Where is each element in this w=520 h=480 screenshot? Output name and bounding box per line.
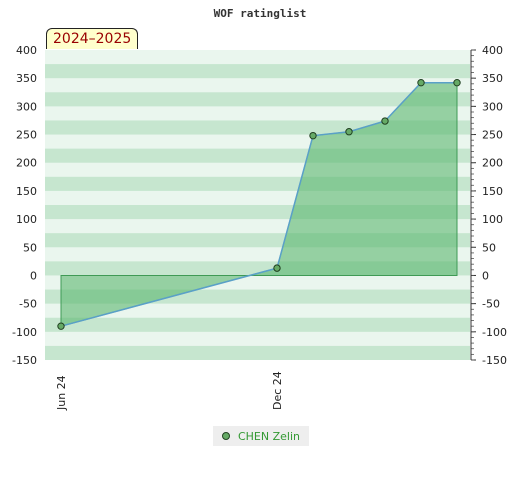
y-tick-label-left: -100: [12, 326, 37, 339]
y-tick-label-right: 100: [482, 213, 503, 226]
y-tick-label-right: -50: [482, 298, 500, 311]
y-tick-label-right: 350: [482, 72, 503, 85]
y-tick-label-left: 300: [16, 100, 37, 113]
y-tick-label-right: -100: [482, 326, 507, 339]
data-point[interactable]: [381, 117, 389, 125]
y-tick-label-left: 350: [16, 72, 37, 85]
y-tick-label-right: -150: [482, 354, 507, 367]
y-tick-label-left: 200: [16, 157, 37, 170]
x-axis: Jun 24 Dec 24: [55, 371, 284, 411]
data-point[interactable]: [417, 78, 425, 87]
y-tick-label-right: 300: [482, 100, 503, 113]
season-badge: 2024–2025: [46, 28, 139, 49]
legend-marker-icon: [221, 432, 230, 440]
y-tick-label-right: 0: [482, 269, 489, 282]
y-tick-label-left: 0: [30, 269, 37, 282]
y-tick-label-right: 200: [482, 157, 503, 170]
x-tick-label: Dec 24: [271, 371, 284, 410]
data-point[interactable]: [57, 322, 65, 330]
y-tick-label-left: -50: [19, 298, 37, 311]
y-tick-label-left: 400: [16, 44, 37, 57]
y-tick-label-right: 50: [482, 241, 496, 254]
series-points: [57, 78, 461, 330]
chart-title: WOF ratinglist: [214, 7, 307, 20]
legend[interactable]: CHEN Zelin: [213, 426, 309, 446]
y-tick-label-left: 100: [16, 213, 37, 226]
data-point[interactable]: [273, 264, 281, 272]
grid-band: [45, 92, 470, 107]
y-tick-label-right: 250: [482, 129, 503, 142]
y-axis-right: 400 350 300 250 200 150 100 50 0 -50 -100 -150: [470, 44, 507, 367]
y-axis-left: 400 350 300 250 200 150 100 50 0 -50 -100 -150: [12, 44, 37, 367]
grid-band: [45, 345, 470, 360]
y-tick-label-left: 250: [16, 129, 37, 142]
data-point[interactable]: [345, 128, 353, 136]
legend-label: CHEN Zelin: [237, 429, 300, 443]
y-tick-label-left: 50: [23, 241, 37, 254]
y-tick-label-left: -150: [12, 354, 37, 367]
y-tick-label-left: 150: [16, 185, 37, 198]
y-tick-label-right: 150: [482, 185, 503, 198]
grid-band: [45, 317, 470, 332]
x-tick-label: Jun 24: [55, 375, 68, 411]
data-point[interactable]: [453, 78, 461, 87]
grid-band: [45, 64, 470, 79]
y-tick-label-right: 400: [482, 44, 503, 57]
data-point[interactable]: [309, 131, 317, 140]
